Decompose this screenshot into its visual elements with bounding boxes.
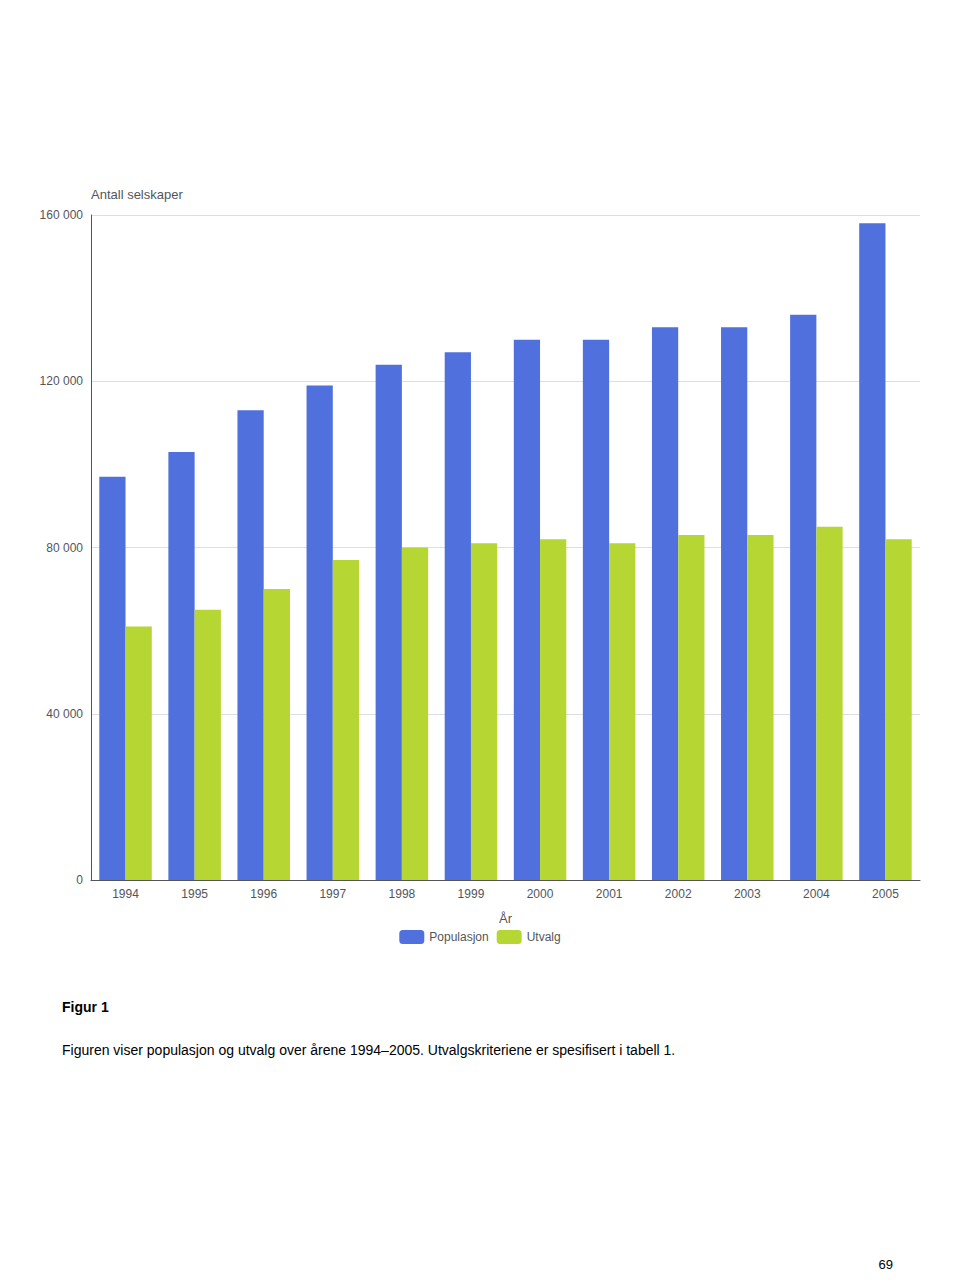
svg-text:Figur 1: Figur 1 — [62, 999, 109, 1015]
svg-text:40 000: 40 000 — [46, 707, 83, 721]
svg-text:1997: 1997 — [319, 887, 346, 901]
svg-text:160 000: 160 000 — [40, 208, 84, 222]
svg-text:2004: 2004 — [803, 887, 830, 901]
svg-text:2000: 2000 — [527, 887, 554, 901]
svg-text:2003: 2003 — [734, 887, 761, 901]
svg-text:2005: 2005 — [872, 887, 899, 901]
svg-text:Antall selskaper: Antall selskaper — [91, 187, 183, 202]
svg-text:69: 69 — [879, 1257, 893, 1272]
svg-text:Utvalg: Utvalg — [527, 930, 561, 944]
svg-text:Populasjon: Populasjon — [429, 930, 488, 944]
svg-text:2002: 2002 — [665, 887, 692, 901]
svg-text:1999: 1999 — [458, 887, 485, 901]
svg-text:120 000: 120 000 — [40, 374, 84, 388]
svg-text:1996: 1996 — [250, 887, 277, 901]
svg-text:2001: 2001 — [596, 887, 623, 901]
svg-text:1995: 1995 — [181, 887, 208, 901]
svg-text:80 000: 80 000 — [46, 541, 83, 555]
svg-text:1998: 1998 — [389, 887, 416, 901]
svg-text:Figuren viser populasjon og ut: Figuren viser populasjon og utvalg over … — [62, 1042, 675, 1058]
svg-text:1994: 1994 — [112, 887, 139, 901]
svg-text:0: 0 — [76, 873, 83, 887]
svg-text:År: År — [499, 911, 513, 926]
